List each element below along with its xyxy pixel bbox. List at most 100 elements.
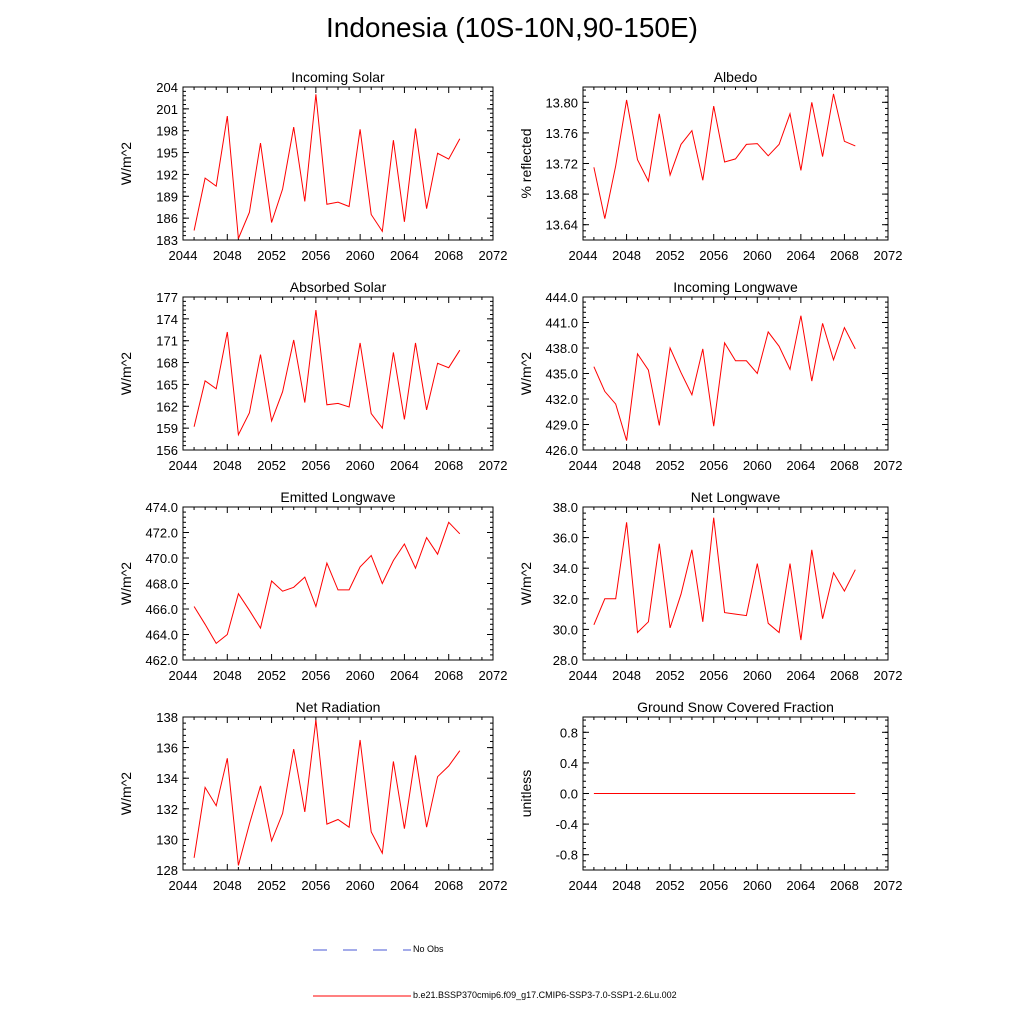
y-tick-label: 30.0 bbox=[553, 622, 578, 637]
y-tick-label: 159 bbox=[156, 421, 178, 436]
y-tick-label: -0.4 bbox=[556, 817, 578, 832]
series-line bbox=[593, 315, 856, 441]
x-tick-label: 2048 bbox=[612, 878, 641, 893]
x-tick-label: 2044 bbox=[169, 248, 198, 263]
y-tick-label: 171 bbox=[156, 334, 178, 349]
y-tick-label: 162 bbox=[156, 399, 178, 414]
y-tick-label: 38.0 bbox=[553, 500, 578, 515]
chart-panel: 2044 2048 2052 2056 2060 2064 2068 2072 156 159 16… bbox=[118, 279, 507, 473]
x-tick-label: 2064 bbox=[390, 248, 419, 263]
x-tick-label: 2064 bbox=[390, 668, 419, 683]
x-tick-label: 2048 bbox=[213, 668, 242, 683]
x-tick-label: 2064 bbox=[786, 458, 815, 473]
series-line bbox=[193, 521, 461, 645]
y-tick-label: 201 bbox=[156, 102, 178, 117]
series-line bbox=[193, 94, 461, 239]
series-line bbox=[593, 517, 856, 641]
chart-panel: 2044 2048 2052 2056 2060 2064 2068 2072 -0.8 -0.4… bbox=[518, 699, 902, 893]
series-line bbox=[593, 93, 856, 219]
y-tick-label: 438.0 bbox=[545, 341, 578, 356]
y-axis-label: W/m^2 bbox=[118, 772, 134, 815]
panel-title: Incoming Longwave bbox=[673, 279, 798, 295]
y-tick-label: 432.0 bbox=[545, 392, 578, 407]
y-tick-label: 192 bbox=[156, 167, 178, 182]
x-tick-label: 2044 bbox=[569, 248, 598, 263]
x-tick-label: 2048 bbox=[612, 248, 641, 263]
x-tick-label: 2068 bbox=[434, 248, 463, 263]
legend bbox=[313, 949, 411, 997]
y-tick-label: 470.0 bbox=[145, 551, 178, 566]
y-tick-label: 183 bbox=[156, 233, 178, 248]
y-tick-label: 466.0 bbox=[145, 602, 178, 617]
y-tick-label: 13.64 bbox=[545, 218, 578, 233]
x-tick-label: 2068 bbox=[434, 668, 463, 683]
x-tick-label: 2068 bbox=[830, 668, 859, 683]
x-tick-label: 2060 bbox=[743, 248, 772, 263]
x-tick-label: 2044 bbox=[569, 458, 598, 473]
y-tick-label: 0.8 bbox=[560, 725, 578, 740]
x-tick-label: 2064 bbox=[786, 878, 815, 893]
x-tick-label: 2052 bbox=[257, 248, 286, 263]
x-tick-label: 2056 bbox=[699, 248, 728, 263]
x-tick-label: 2060 bbox=[743, 878, 772, 893]
x-tick-label: 2068 bbox=[830, 878, 859, 893]
y-tick-label: 204 bbox=[156, 80, 178, 95]
x-tick-label: 2052 bbox=[257, 458, 286, 473]
y-tick-label: 136 bbox=[156, 741, 178, 756]
x-tick-label: 2064 bbox=[786, 248, 815, 263]
y-axis-label: unitless bbox=[518, 770, 534, 817]
x-tick-label: 2044 bbox=[169, 458, 198, 473]
y-tick-label: 174 bbox=[156, 312, 178, 327]
y-tick-label: 168 bbox=[156, 356, 178, 371]
x-tick-label: 2060 bbox=[346, 248, 375, 263]
x-tick-label: 2048 bbox=[612, 458, 641, 473]
y-tick-label: 195 bbox=[156, 146, 178, 161]
y-tick-label: 138 bbox=[156, 710, 178, 725]
x-tick-label: 2068 bbox=[830, 248, 859, 263]
y-tick-label: 177 bbox=[156, 290, 178, 305]
x-tick-label: 2056 bbox=[301, 248, 330, 263]
chart-panel: 2044 2048 2052 2056 2060 2064 2068 2072 426.0 429… bbox=[518, 279, 902, 473]
y-tick-label: 0.0 bbox=[560, 787, 578, 802]
x-tick-label: 2072 bbox=[479, 458, 508, 473]
y-tick-label: 186 bbox=[156, 211, 178, 226]
y-tick-label: 13.80 bbox=[545, 95, 578, 110]
y-tick-label: 128 bbox=[156, 863, 178, 878]
x-tick-label: 2064 bbox=[390, 458, 419, 473]
plot-frame bbox=[182, 716, 494, 871]
y-tick-label: 189 bbox=[156, 189, 178, 204]
y-tick-label: 34.0 bbox=[553, 561, 578, 576]
y-tick-label: 0.4 bbox=[560, 756, 578, 771]
x-tick-label: 2068 bbox=[830, 458, 859, 473]
y-tick-label: 156 bbox=[156, 443, 178, 458]
y-tick-label: 13.76 bbox=[545, 126, 578, 141]
y-tick-label: 444.0 bbox=[545, 290, 578, 305]
x-tick-label: 2060 bbox=[346, 458, 375, 473]
x-tick-label: 2052 bbox=[656, 878, 685, 893]
x-tick-label: 2044 bbox=[169, 668, 198, 683]
x-tick-label: 2060 bbox=[743, 458, 772, 473]
x-tick-label: 2048 bbox=[612, 668, 641, 683]
plot-frame bbox=[182, 86, 494, 241]
chart-panel: 2044 2048 2052 2056 2060 2064 2068 2072 462.0 464… bbox=[118, 489, 507, 683]
x-tick-label: 2060 bbox=[346, 878, 375, 893]
chart-panel: 2044 2048 2052 2056 2060 2064 2068 2072 128 130 13… bbox=[118, 699, 507, 893]
y-tick-label: 36.0 bbox=[553, 531, 578, 546]
y-axis-label: W/m^2 bbox=[118, 352, 134, 395]
y-tick-label: 474.0 bbox=[145, 500, 178, 515]
x-tick-label: 2052 bbox=[656, 248, 685, 263]
y-tick-label: 13.72 bbox=[545, 157, 578, 172]
x-tick-label: 2064 bbox=[786, 668, 815, 683]
x-tick-label: 2072 bbox=[479, 248, 508, 263]
x-tick-label: 2056 bbox=[301, 878, 330, 893]
y-axis-label: W/m^2 bbox=[118, 562, 134, 605]
x-tick-label: 2072 bbox=[874, 458, 903, 473]
x-tick-label: 2056 bbox=[699, 668, 728, 683]
x-tick-label: 2056 bbox=[301, 668, 330, 683]
chart-panel: 2044 2048 2052 2056 2060 2064 2068 2072 13.64 13.… bbox=[518, 69, 902, 263]
y-tick-label: 441.0 bbox=[545, 316, 578, 331]
legend-obs-label: No Obs bbox=[413, 944, 444, 954]
x-tick-label: 2048 bbox=[213, 248, 242, 263]
y-tick-label: 134 bbox=[156, 771, 178, 786]
y-axis-label: W/m^2 bbox=[518, 562, 534, 605]
